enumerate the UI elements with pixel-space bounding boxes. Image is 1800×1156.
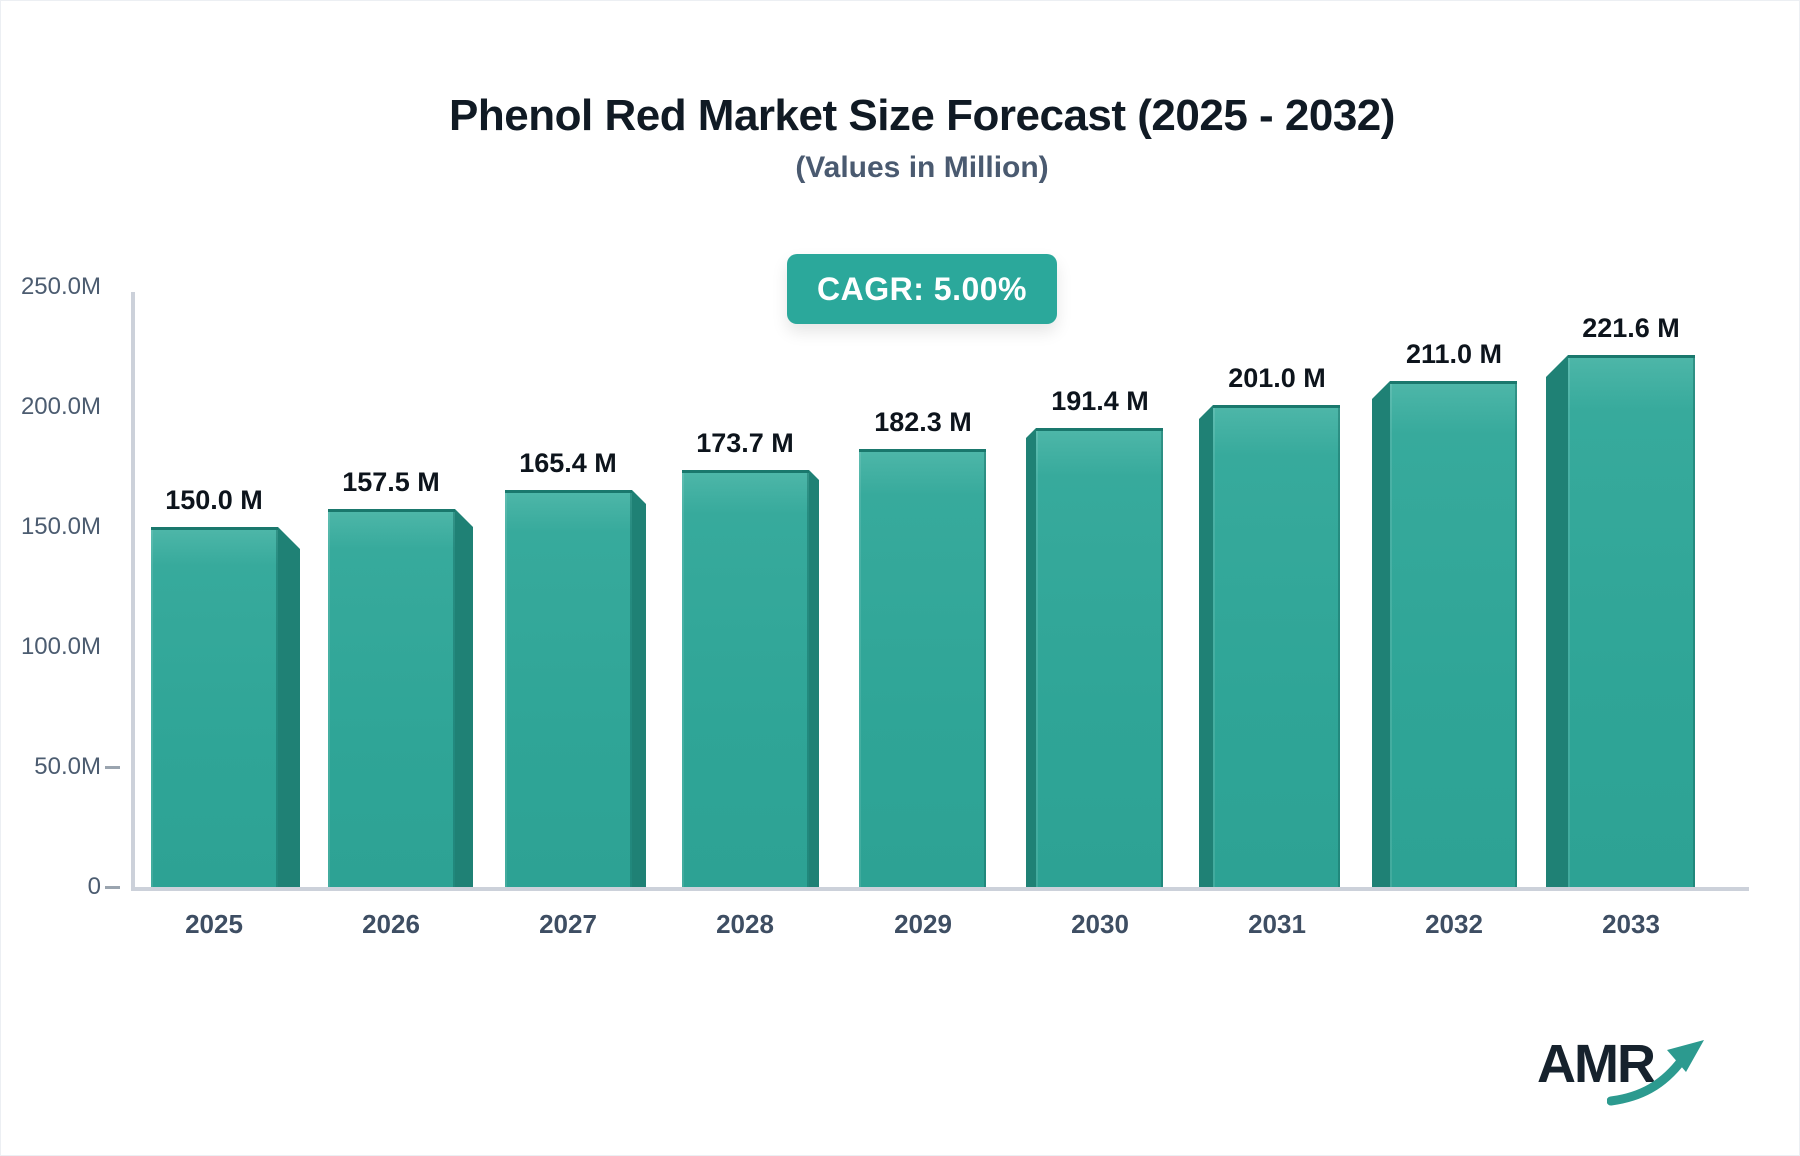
bar-2027: [505, 490, 646, 887]
bar-value-label: 182.3 M: [874, 407, 972, 437]
amr-logo: AMR: [1537, 1033, 1737, 1123]
bar-2033: [1546, 355, 1695, 887]
bar-main-face: [151, 527, 278, 887]
y-tick-label: 250.0M: [20, 273, 101, 300]
bar-side-face: [1546, 355, 1568, 887]
x-tick-label: 2027: [539, 909, 597, 939]
bar-value-label: 201.0 M: [1228, 363, 1326, 393]
bar-side-face: [1199, 405, 1213, 887]
bar-main-face: [859, 449, 986, 887]
bar-main-face: [1213, 405, 1340, 887]
bar-side-face: [1372, 381, 1390, 887]
x-tick-label: 2032: [1425, 909, 1483, 939]
x-tick-label: 2031: [1248, 909, 1306, 939]
bar-value-label: 157.5 M: [342, 467, 440, 497]
amr-logo-text: AMR: [1537, 1034, 1656, 1094]
y-tick-label: 50.0M: [34, 753, 101, 780]
bar-side-face: [632, 490, 646, 887]
bar-main-face: [505, 490, 632, 887]
bar-side-face: [1026, 428, 1036, 887]
bar-side-face: [278, 527, 300, 887]
bar-value-label: 221.6 M: [1582, 313, 1680, 343]
bar-main-face: [1390, 381, 1517, 887]
cagr-badge: CAGR: 5.00%: [787, 254, 1057, 324]
bar-2029: [859, 449, 986, 887]
bar-2028: [682, 470, 819, 887]
chart-subtitle: (Values in Million): [795, 151, 1049, 184]
growth-arrow-icon: [1607, 1040, 1704, 1106]
bar-side-face: [455, 509, 473, 887]
cagr-badge-row: CAGR: 5.00%: [43, 254, 1799, 324]
bar-side-face: [809, 470, 819, 887]
x-tick-label: 2026: [362, 909, 420, 939]
bar-value-label: 165.4 M: [519, 448, 617, 478]
x-tick-label: 2028: [716, 909, 774, 939]
x-tick-label: 2030: [1071, 909, 1129, 939]
bar-value-label: 191.4 M: [1051, 386, 1149, 416]
y-tick-dash: [105, 886, 120, 889]
bar-2025: [151, 527, 300, 887]
bar-value-label: 150.0 M: [165, 485, 263, 515]
bar-2026: [328, 509, 473, 887]
chart-title: Phenol Red Market Size Forecast (2025 - …: [449, 91, 1395, 140]
y-tick-label: 200.0M: [20, 393, 101, 420]
bar-value-label: 211.0 M: [1405, 339, 1503, 369]
bar-main-face: [1036, 428, 1163, 887]
y-axis-line: [131, 292, 135, 889]
x-tick-label: 2029: [894, 909, 952, 939]
bar-2030: [1026, 428, 1163, 887]
bar-value-label: 173.7 M: [696, 428, 794, 458]
y-tick-dash: [105, 766, 120, 769]
bar-2031: [1199, 405, 1340, 887]
x-tick-label: 2025: [185, 909, 243, 939]
bar-main-face: [1568, 355, 1695, 887]
x-tick-label: 2033: [1602, 909, 1660, 939]
bar-main-face: [682, 470, 809, 887]
y-tick-label: 100.0M: [20, 633, 101, 660]
bar-2032: [1372, 381, 1517, 887]
bar-main-face: [328, 509, 455, 887]
x-axis-line: [131, 887, 1749, 891]
y-tick-label: 150.0M: [20, 513, 101, 540]
y-tick-label: 0: [87, 873, 101, 900]
